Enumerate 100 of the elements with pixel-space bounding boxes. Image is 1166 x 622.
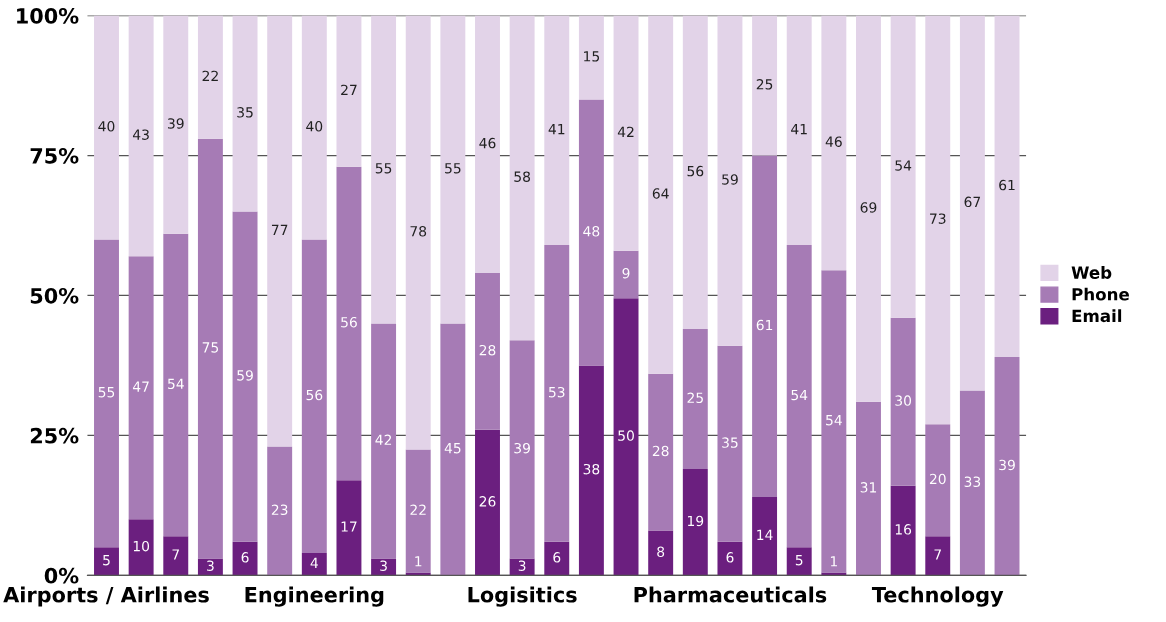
data-label: 46: [825, 136, 842, 147]
data-label: 15: [584, 51, 600, 62]
data-label: 14: [757, 529, 773, 540]
data-label: 56: [306, 389, 323, 401]
data-label: 6: [726, 552, 734, 563]
y-tick-label: 100%: [17, 8, 79, 24]
bar: [94, 15, 119, 240]
bar: [128, 15, 154, 257]
data-label: 8: [657, 546, 665, 557]
data-label: 55: [98, 387, 115, 398]
data-label: 3: [380, 560, 387, 571]
bar: [163, 536, 189, 576]
data-label: 7: [934, 549, 941, 560]
data-label: 55: [445, 163, 461, 174]
bar: [336, 166, 362, 481]
data-label: 33: [964, 476, 981, 488]
bar: [613, 15, 639, 251]
bar: [509, 340, 535, 559]
bar: [336, 15, 362, 167]
data-label: 16: [895, 524, 912, 535]
bar: [301, 239, 327, 553]
bar: [786, 547, 812, 576]
bar: [856, 401, 881, 576]
bar: [475, 273, 500, 430]
data-label: 6: [241, 552, 249, 563]
data-label: 1: [415, 556, 422, 567]
bar: [890, 317, 916, 486]
data-label: 61: [999, 179, 1015, 191]
bar: [752, 496, 778, 576]
bar: [578, 365, 604, 576]
bar: [752, 155, 778, 497]
data-label: 25: [756, 79, 773, 90]
data-label: 43: [132, 129, 149, 140]
bar: [648, 373, 674, 531]
legend-label: Web: [1071, 266, 1112, 279]
bar: [440, 15, 466, 324]
data-label: 31: [860, 482, 877, 493]
data-label: 6: [553, 552, 561, 563]
bar: [163, 15, 189, 234]
data-label: 45: [444, 443, 461, 454]
data-label: 73: [930, 213, 946, 224]
data-label: 39: [999, 459, 1015, 471]
bar: [267, 446, 293, 576]
data-label: 50: [618, 430, 634, 441]
bar: [925, 15, 951, 425]
bar: [544, 15, 570, 246]
x-tick-label: Logisitics: [468, 586, 577, 607]
data-label: 54: [826, 415, 842, 426]
bar: [682, 329, 708, 469]
data-label: 39: [167, 118, 184, 129]
bar: [821, 15, 847, 271]
data-label: 4: [310, 557, 318, 568]
data-label: 59: [237, 370, 253, 381]
data-label: 20: [929, 473, 946, 485]
bar: [405, 449, 431, 573]
data-label: 22: [202, 70, 218, 81]
bar: [717, 15, 743, 346]
bar: [717, 541, 743, 576]
bar: [959, 15, 985, 391]
bar: [94, 239, 119, 548]
bar: [578, 99, 604, 366]
x-tick-label: Pharmaceuticals: [634, 586, 827, 603]
bar: [232, 541, 258, 576]
bar: [544, 245, 570, 542]
data-label: 9: [622, 267, 630, 279]
data-label: 30: [895, 395, 912, 406]
bar: [301, 15, 327, 240]
bar: [994, 357, 1020, 576]
y-tick-label: 0%: [44, 567, 79, 584]
bar: [613, 250, 639, 299]
bar: [925, 424, 951, 537]
x-tick-label: Engineering: [245, 586, 384, 607]
bar: [197, 15, 223, 139]
data-label: 77: [271, 224, 288, 235]
data-label: 58: [514, 171, 531, 182]
bar: [371, 323, 397, 559]
data-label: 26: [479, 496, 496, 507]
data-label: 64: [652, 188, 669, 199]
data-label: 48: [583, 226, 600, 237]
bar: [959, 390, 985, 576]
data-label: 54: [168, 378, 184, 390]
bar: [821, 270, 847, 573]
data-label: 75: [202, 342, 219, 353]
bar: [856, 15, 881, 402]
bar: [371, 15, 397, 324]
data-label: 5: [795, 555, 803, 566]
data-label: 59: [722, 174, 738, 185]
bar: [163, 233, 189, 537]
data-label: 69: [860, 202, 877, 213]
data-label: 1: [830, 556, 837, 567]
x-tick-label: Airports / Airlines: [3, 586, 209, 607]
bar: [648, 15, 674, 374]
data-label: 67: [964, 196, 981, 208]
data-label: 10: [133, 540, 150, 552]
bar: [509, 15, 535, 341]
data-label: 28: [652, 445, 669, 457]
data-label: 40: [306, 121, 323, 132]
data-label: 42: [375, 434, 392, 445]
bar: [682, 15, 708, 330]
bar: [786, 15, 812, 246]
